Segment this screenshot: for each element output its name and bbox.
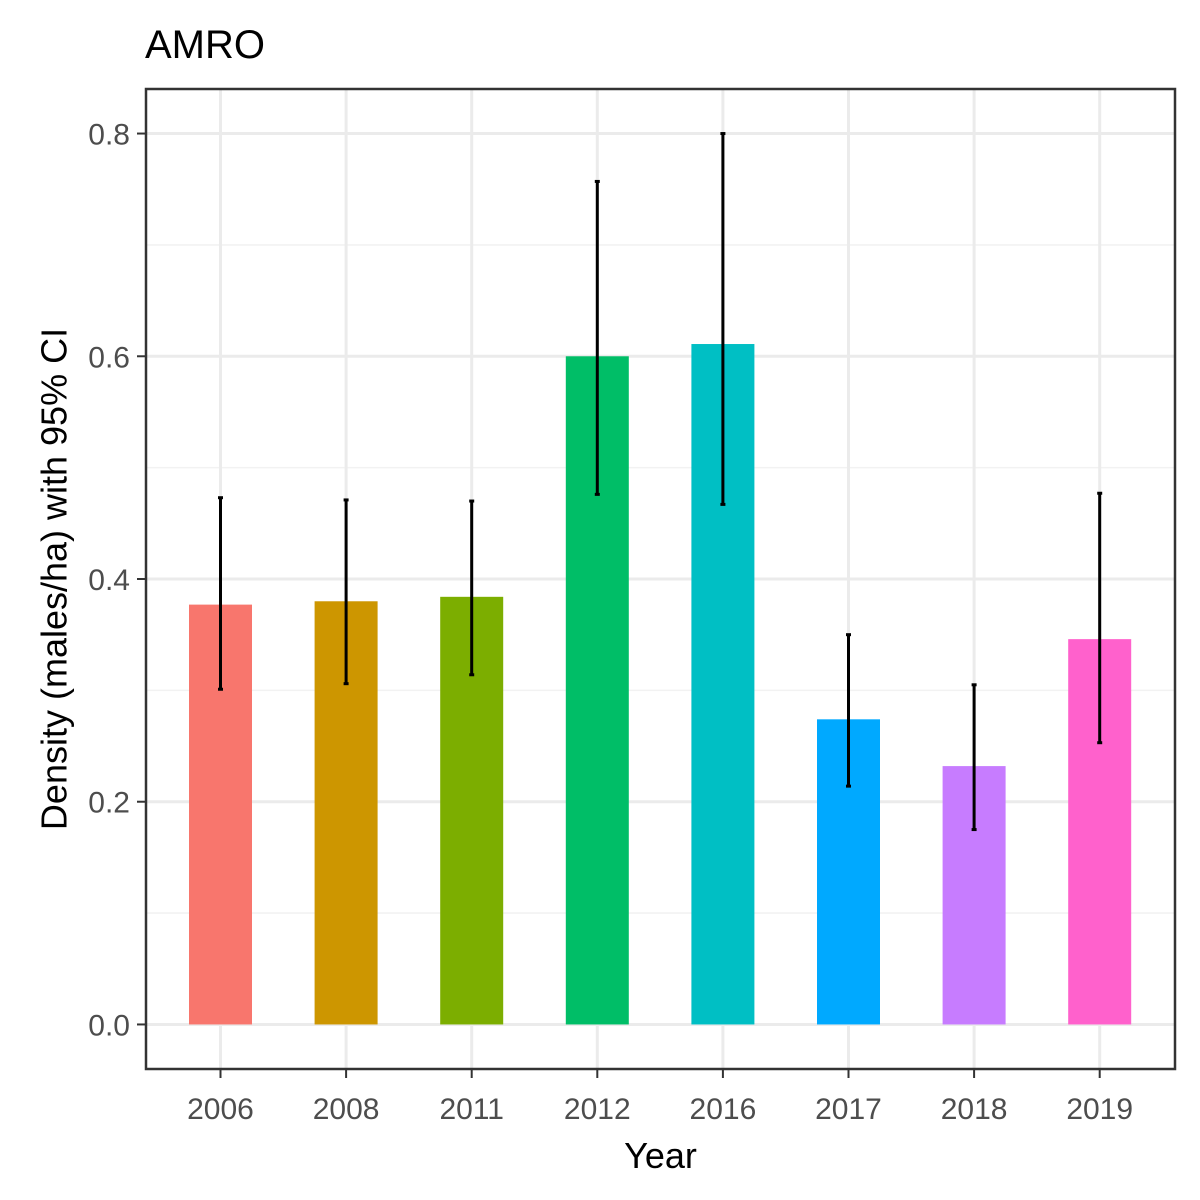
x-tick-label: 2011 [439, 1093, 504, 1126]
x-tick-label: 2008 [313, 1093, 380, 1126]
chart-title: AMRO [145, 23, 265, 67]
x-tick-label: 2006 [187, 1093, 254, 1126]
x-tick-label: 2018 [941, 1093, 1008, 1126]
x-tick-label: 2016 [690, 1093, 757, 1126]
y-tick-label: 0.6 [88, 341, 130, 374]
y-axis-title: Density (males/ha) with 95% CI [34, 328, 75, 830]
y-tick-label: 0.0 [88, 1009, 130, 1042]
x-tick-label: 2019 [1066, 1093, 1133, 1126]
x-axis-title: Year [624, 1135, 697, 1176]
x-tick-label: 2017 [815, 1093, 882, 1126]
y-tick-label: 0.8 [88, 119, 130, 152]
y-tick-label: 0.2 [88, 787, 130, 820]
y-axis-ticks: 0.0 0.2 0.4 0.6 0.8 [88, 119, 146, 1042]
y-tick-label: 0.4 [88, 564, 130, 597]
x-axis-ticks: 2006 2008 2011 2012 2016 2017 2018 2019 [187, 1069, 1133, 1126]
x-tick-label: 2012 [564, 1093, 631, 1126]
error-bars [218, 132, 1103, 832]
